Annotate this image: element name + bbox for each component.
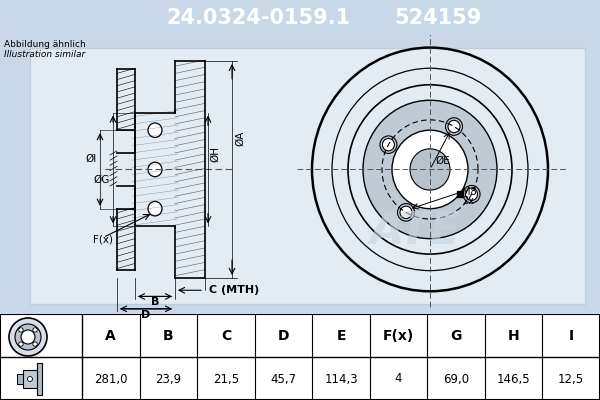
Text: ØI: ØI: [86, 154, 97, 164]
Text: M8: M8: [462, 187, 476, 197]
Circle shape: [400, 206, 412, 218]
Text: D: D: [142, 310, 151, 320]
Text: F(x): F(x): [383, 329, 414, 343]
Text: 281,0: 281,0: [94, 372, 128, 386]
Circle shape: [148, 123, 162, 138]
Circle shape: [21, 330, 35, 344]
Circle shape: [15, 324, 41, 350]
Circle shape: [148, 202, 162, 216]
Text: B: B: [163, 329, 173, 343]
Text: 114,3: 114,3: [324, 372, 358, 386]
Text: 23,9: 23,9: [155, 372, 181, 386]
Circle shape: [28, 376, 32, 382]
Bar: [37, 363, 42, 395]
Circle shape: [410, 149, 450, 190]
Circle shape: [463, 186, 480, 203]
Circle shape: [466, 188, 478, 200]
Text: 2x: 2x: [462, 196, 474, 206]
Circle shape: [9, 318, 47, 356]
Circle shape: [19, 342, 23, 346]
Text: D: D: [278, 329, 289, 343]
Circle shape: [148, 162, 162, 177]
Text: ATE: ATE: [370, 210, 461, 253]
Circle shape: [392, 130, 468, 209]
Text: 4: 4: [395, 372, 403, 386]
Text: 21,5: 21,5: [213, 372, 239, 386]
Text: C: C: [221, 329, 231, 343]
Text: 69,0: 69,0: [443, 372, 469, 386]
Text: 146,5: 146,5: [497, 372, 530, 386]
Circle shape: [382, 138, 394, 151]
Text: 12,5: 12,5: [558, 372, 584, 386]
Circle shape: [380, 136, 397, 154]
Text: ØE: ØE: [435, 155, 450, 165]
Text: ØG: ØG: [94, 175, 110, 185]
Circle shape: [363, 100, 497, 239]
Text: I: I: [569, 329, 574, 343]
Circle shape: [445, 118, 463, 135]
Text: F(x): F(x): [93, 235, 113, 245]
Text: ØA: ØA: [235, 131, 245, 146]
Circle shape: [19, 328, 23, 332]
Text: 45,7: 45,7: [271, 372, 296, 386]
Text: G: G: [451, 329, 462, 343]
Text: E: E: [336, 329, 346, 343]
Text: A: A: [106, 329, 116, 343]
Bar: [23, 370, 37, 388]
Text: 524159: 524159: [394, 8, 482, 28]
Circle shape: [398, 204, 415, 221]
Bar: [17, 374, 23, 384]
Text: H: H: [508, 329, 520, 343]
Text: Illustration similar: Illustration similar: [4, 50, 85, 59]
Text: Abbildung ähnlich: Abbildung ähnlich: [4, 40, 86, 49]
Circle shape: [448, 120, 460, 133]
Text: ØH: ØH: [210, 146, 220, 162]
Circle shape: [33, 328, 37, 332]
Circle shape: [33, 342, 37, 346]
Text: C (MTH): C (MTH): [209, 285, 259, 295]
Text: 24.0324-0159.1: 24.0324-0159.1: [166, 8, 350, 28]
Text: B: B: [151, 298, 159, 308]
